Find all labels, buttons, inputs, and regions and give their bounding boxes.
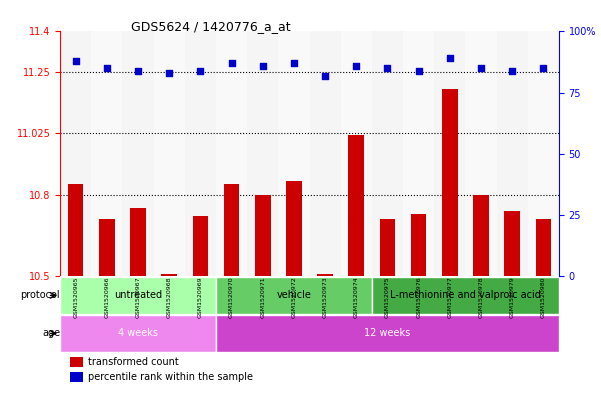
- Point: [352, 62, 361, 69]
- Bar: [372, 31, 403, 276]
- Text: GSM1520973: GSM1520973: [323, 276, 328, 318]
- Bar: [154, 31, 185, 276]
- Text: GDS5624 / 1420776_a_at: GDS5624 / 1420776_a_at: [130, 20, 290, 33]
- Bar: [130, 208, 146, 276]
- Text: 12 weeks: 12 weeks: [364, 329, 410, 338]
- Bar: [91, 31, 123, 276]
- Bar: [99, 219, 115, 276]
- FancyBboxPatch shape: [372, 277, 559, 314]
- Bar: [60, 31, 91, 276]
- Bar: [496, 31, 528, 276]
- Text: GSM1520968: GSM1520968: [166, 276, 172, 318]
- FancyBboxPatch shape: [60, 277, 216, 314]
- Point: [195, 68, 205, 74]
- Text: GSM1520970: GSM1520970: [229, 276, 234, 318]
- Point: [507, 68, 517, 74]
- Text: percentile rank within the sample: percentile rank within the sample: [88, 372, 252, 382]
- Bar: [380, 219, 395, 276]
- Bar: [504, 211, 520, 276]
- Text: GSM1520966: GSM1520966: [105, 276, 109, 318]
- FancyBboxPatch shape: [216, 277, 372, 314]
- Bar: [403, 31, 434, 276]
- Bar: [278, 31, 310, 276]
- Text: 4 weeks: 4 weeks: [118, 329, 158, 338]
- Bar: [255, 195, 270, 276]
- Bar: [247, 31, 278, 276]
- FancyBboxPatch shape: [216, 315, 559, 352]
- Text: protocol: protocol: [20, 290, 60, 300]
- Point: [414, 68, 424, 74]
- Bar: [224, 184, 239, 276]
- Text: GSM1520971: GSM1520971: [260, 276, 265, 318]
- Text: GSM1520965: GSM1520965: [73, 276, 78, 318]
- Text: GSM1520976: GSM1520976: [416, 276, 421, 318]
- Text: transformed count: transformed count: [88, 357, 178, 367]
- Bar: [341, 31, 372, 276]
- Bar: [70, 357, 82, 367]
- Bar: [442, 88, 457, 276]
- Bar: [349, 135, 364, 276]
- Text: GSM1520978: GSM1520978: [478, 276, 483, 318]
- Bar: [68, 184, 84, 276]
- Bar: [411, 214, 427, 276]
- Bar: [473, 195, 489, 276]
- Point: [258, 62, 267, 69]
- Point: [227, 60, 236, 66]
- Text: GSM1520980: GSM1520980: [541, 276, 546, 318]
- Point: [71, 58, 81, 64]
- Text: GSM1520967: GSM1520967: [136, 276, 141, 318]
- Point: [320, 72, 330, 79]
- Bar: [123, 31, 154, 276]
- Text: GSM1520977: GSM1520977: [447, 276, 453, 318]
- Text: GSM1520972: GSM1520972: [291, 276, 296, 318]
- Bar: [465, 31, 496, 276]
- Bar: [192, 217, 208, 276]
- Point: [476, 65, 486, 71]
- Text: L-methionine and valproic acid: L-methionine and valproic acid: [390, 290, 541, 300]
- Point: [445, 55, 454, 62]
- Text: GSM1520975: GSM1520975: [385, 276, 390, 318]
- Bar: [528, 31, 559, 276]
- Text: GSM1520969: GSM1520969: [198, 276, 203, 318]
- Bar: [310, 31, 341, 276]
- Bar: [162, 274, 177, 276]
- Text: GSM1520979: GSM1520979: [510, 276, 514, 318]
- Bar: [535, 219, 551, 276]
- FancyBboxPatch shape: [60, 315, 216, 352]
- Text: GSM1520974: GSM1520974: [354, 276, 359, 318]
- Bar: [317, 274, 333, 276]
- Bar: [185, 31, 216, 276]
- Point: [133, 68, 143, 74]
- Point: [102, 65, 112, 71]
- Bar: [70, 372, 82, 382]
- Point: [383, 65, 392, 71]
- Point: [165, 70, 174, 76]
- Text: age: age: [42, 329, 60, 338]
- Point: [538, 65, 548, 71]
- Bar: [434, 31, 465, 276]
- Point: [289, 60, 299, 66]
- Text: untreated: untreated: [114, 290, 162, 300]
- Text: vehicle: vehicle: [276, 290, 311, 300]
- Bar: [286, 181, 302, 276]
- Bar: [216, 31, 247, 276]
